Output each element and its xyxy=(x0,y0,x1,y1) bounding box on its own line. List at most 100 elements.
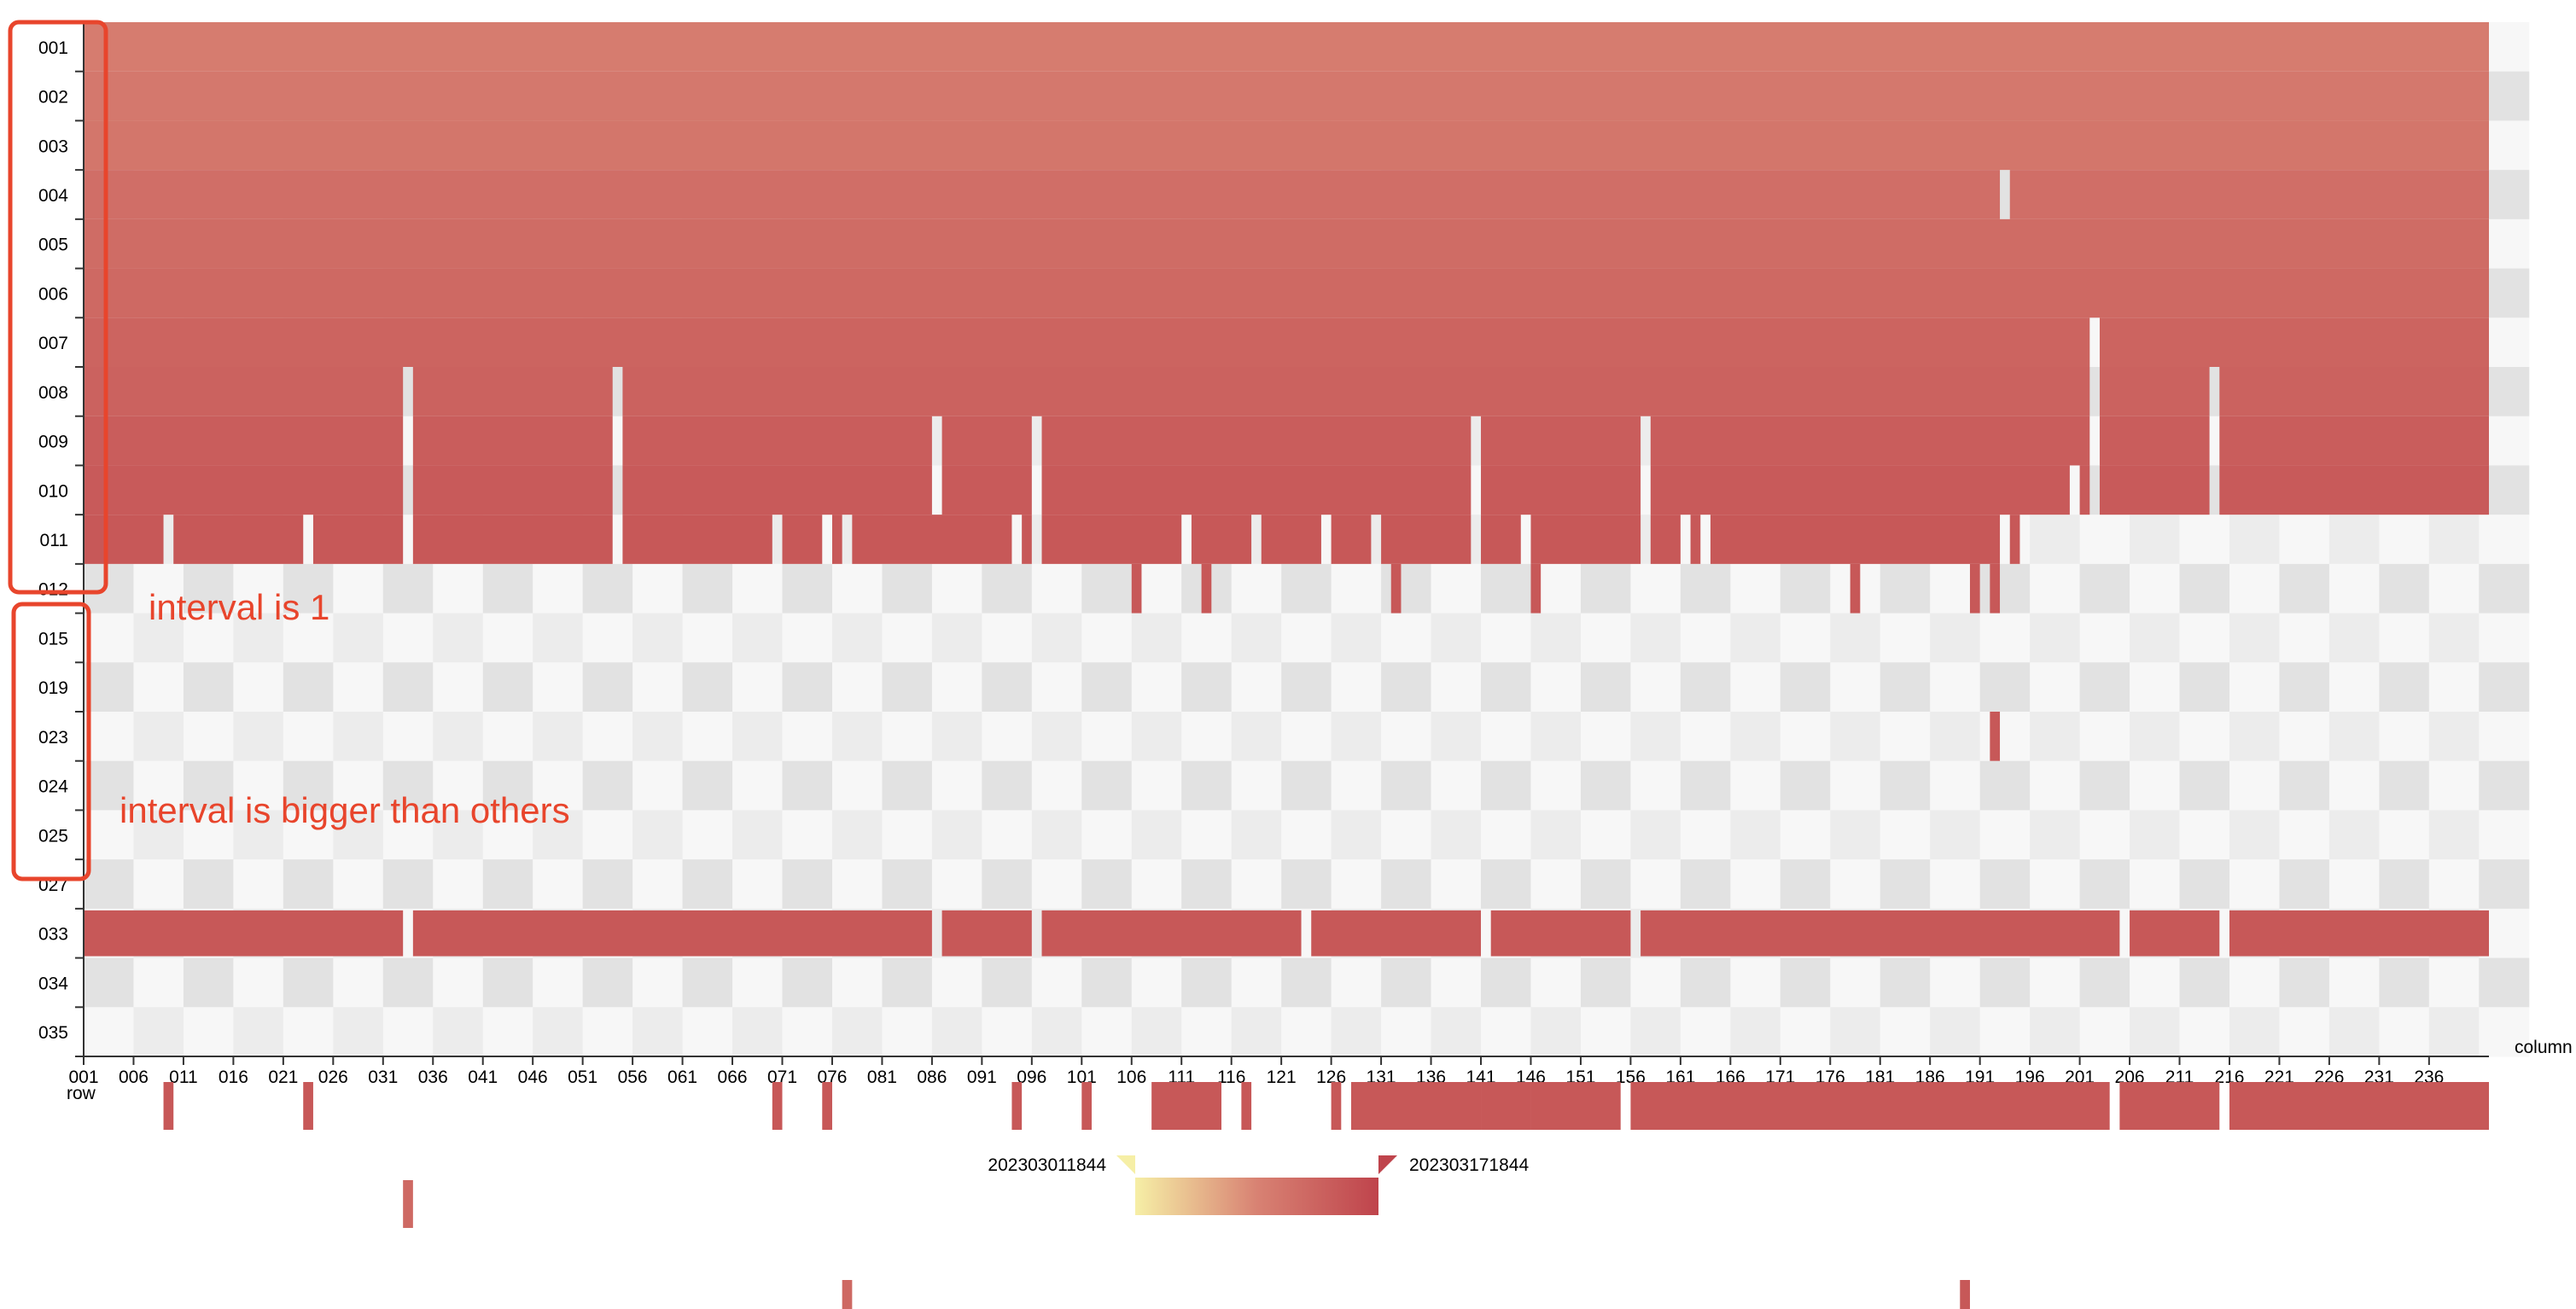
background-cell xyxy=(2130,859,2181,910)
background-cell xyxy=(2279,859,2330,910)
heatmap-cell xyxy=(1022,515,1032,564)
background-cell xyxy=(1331,810,1382,860)
background-cell xyxy=(233,563,284,614)
heatmap-cell xyxy=(1969,563,1980,614)
background-cell xyxy=(133,662,184,713)
background-cell xyxy=(2428,1007,2480,1057)
background-cell xyxy=(433,1007,484,1057)
background-cell xyxy=(133,957,184,1008)
annotation-box-lower xyxy=(11,602,91,881)
background-cell xyxy=(1031,712,1082,762)
background-cell xyxy=(1780,662,1831,713)
background-cell xyxy=(882,957,933,1008)
background-cell xyxy=(882,662,933,713)
y-tick-label: 003 xyxy=(38,137,68,156)
background-cell xyxy=(1081,859,1133,910)
background-cell xyxy=(1031,662,1082,713)
background-cell xyxy=(1580,563,1631,614)
background-cell xyxy=(482,810,533,860)
background-cell xyxy=(732,662,784,713)
background-cell xyxy=(233,662,284,713)
background-cell xyxy=(1680,760,1731,811)
y-tick-label: 023 xyxy=(38,728,68,748)
background-cell xyxy=(1281,957,1332,1008)
background-cell xyxy=(1381,810,1432,860)
background-cell xyxy=(433,760,484,811)
background-cell xyxy=(1481,760,1531,811)
background-cell xyxy=(1830,957,1881,1008)
heatmap-cell xyxy=(412,515,613,564)
background-cell xyxy=(1630,563,1681,614)
background-cell xyxy=(1381,712,1432,762)
background-cell xyxy=(1181,1007,1233,1057)
background-cell xyxy=(2428,957,2480,1008)
background-cell xyxy=(2130,1007,2181,1057)
background-cell xyxy=(682,859,733,910)
heatmap-cell xyxy=(1850,563,1861,614)
background-cell xyxy=(2179,760,2230,811)
overflow-cell xyxy=(1011,1082,1023,1130)
background-cell xyxy=(1880,662,1931,713)
visual-map[interactable]: 202303011844 202303171844 xyxy=(988,1155,1529,1215)
background-cell xyxy=(2428,810,2480,860)
background-cell xyxy=(2030,760,2081,811)
background-cell xyxy=(2428,613,2480,663)
background-cell xyxy=(2479,810,2530,860)
background-cell xyxy=(2328,712,2380,762)
background-cell xyxy=(682,712,733,762)
background-cell xyxy=(1680,563,1731,614)
heatmap-cell xyxy=(782,515,823,564)
background-cell xyxy=(2030,515,2081,565)
background-cell xyxy=(1031,1007,1082,1057)
background-cell xyxy=(1680,859,1731,910)
heatmap-cell xyxy=(1191,515,1252,564)
annotation-box-upper xyxy=(8,20,108,595)
annotations: interval is 1 interval is bigger than ot… xyxy=(8,20,570,881)
background-cell xyxy=(1580,712,1631,762)
background-cell xyxy=(632,662,684,713)
background-cell xyxy=(1580,957,1631,1008)
background-cell xyxy=(133,859,184,910)
background-cell xyxy=(1880,957,1931,1008)
background-cell xyxy=(2229,760,2280,811)
background-cell xyxy=(1730,957,1781,1008)
background-cell xyxy=(931,1007,982,1057)
background-cell xyxy=(732,1007,784,1057)
background-cell xyxy=(582,957,633,1008)
background-cell xyxy=(84,662,134,713)
background-cell xyxy=(632,957,684,1008)
background-cell xyxy=(2079,760,2130,811)
background-cell xyxy=(1530,1007,1582,1057)
y-tick-label: 011 xyxy=(40,531,68,550)
x-tick-label: 021 xyxy=(268,1068,298,1087)
background-cell xyxy=(782,760,833,811)
background-cell xyxy=(482,1007,533,1057)
background-cell xyxy=(2179,613,2230,663)
background-cell xyxy=(2428,563,2480,614)
background-cell xyxy=(433,712,484,762)
overflow-cell xyxy=(822,1082,832,1130)
background-cell xyxy=(2229,712,2280,762)
background-cell xyxy=(2279,662,2330,713)
background-cell xyxy=(233,810,284,860)
heatmap-cell xyxy=(1481,465,1641,515)
background-cell xyxy=(283,662,334,713)
visual-map-max-handle xyxy=(1378,1155,1397,1174)
x-tick-label: 041 xyxy=(468,1068,498,1087)
background-cell xyxy=(2030,1007,2081,1057)
background-cell xyxy=(1181,662,1233,713)
background-cell xyxy=(882,760,933,811)
heatmap-cell xyxy=(84,367,404,416)
background-cell xyxy=(2229,859,2280,910)
heatmap-cell xyxy=(2099,367,2210,416)
background-cell xyxy=(1431,712,1482,762)
background-cell xyxy=(1830,859,1881,910)
y-tick-label: 004 xyxy=(38,186,68,206)
heatmap-cell xyxy=(1131,563,1142,614)
background-cell xyxy=(982,613,1033,663)
background-cell xyxy=(982,810,1033,860)
background-cell xyxy=(1381,760,1432,811)
background-cell xyxy=(982,712,1033,762)
background-cell xyxy=(732,613,784,663)
overflow-cell xyxy=(303,1082,313,1130)
